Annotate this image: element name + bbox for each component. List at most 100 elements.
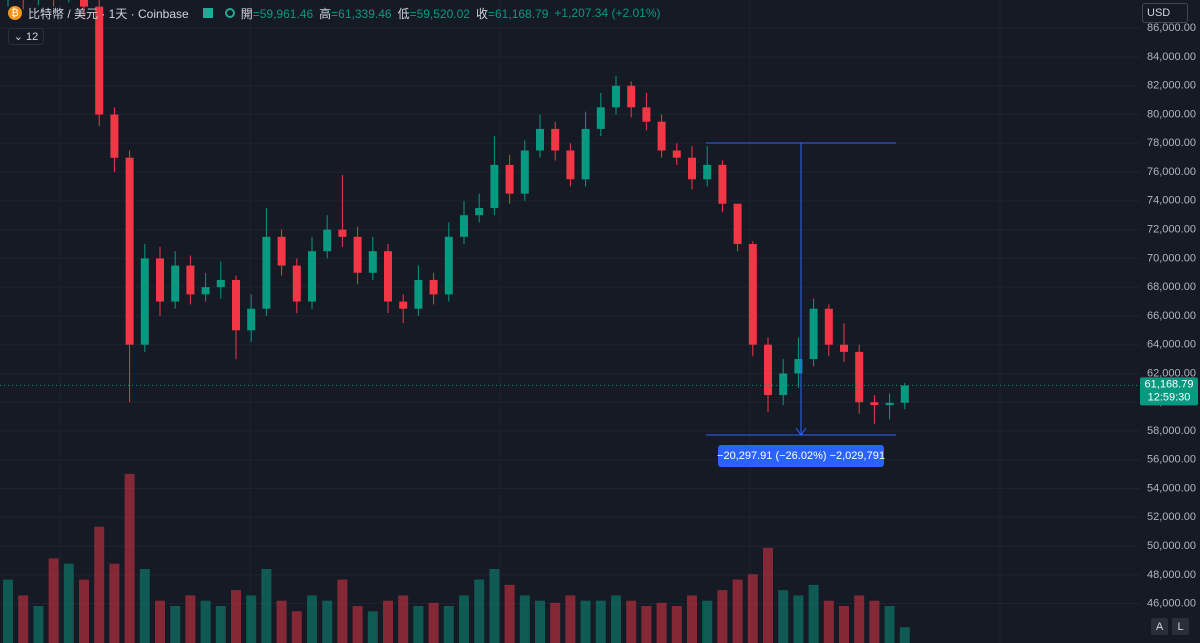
candle-body [520,150,529,194]
candle-body [536,128,544,151]
volume-bar [109,563,120,643]
candle-body [672,150,681,158]
ohlc: 開=59,961.46 高=61,339.46 低=59,520.02 收=61,16… [241,5,549,22]
volume-bar [459,595,469,643]
volume-bar [763,547,773,643]
ohlc-value: =59,520.02 [409,6,470,21]
symbol[interactable]: 比特幣 / 美元 · 1天 · Coinbase [28,6,189,21]
ohlc-item: 低=59,520.02 [398,5,470,22]
candle-body [764,344,772,396]
volume-bar [48,558,59,643]
candle-body [80,0,88,7]
volume-bar [884,606,895,643]
candle-body [748,243,757,345]
currency[interactable]: USD [1142,3,1188,23]
candle-body [171,265,180,302]
button-bg [1172,618,1189,635]
volume-bar [18,595,29,643]
volume-bar [307,595,317,643]
y-tick-label: 54,000.00 [1147,482,1196,494]
volume-bar [261,569,272,643]
volume-bar [322,600,333,643]
ohlc-value: =61,168.79 [488,6,549,21]
candle-body [247,308,256,331]
volume-bar [185,595,196,643]
volume-bar [732,579,743,643]
candle-body [277,236,286,266]
y-tick-label: 86,000.00 [1147,22,1196,34]
ohlc-label: 收 [475,6,488,21]
candle-body [581,128,590,180]
volume-bar [504,584,515,643]
y-tick-label: 74,000.00 [1147,195,1196,207]
candle-body [703,164,712,180]
axis-bg [1140,0,1200,643]
candle-body [460,215,468,237]
volume-bar [793,595,804,643]
volume-bar [717,590,728,643]
volume-bar [124,473,135,643]
volume-bar [687,595,697,643]
ohlc-label: 開 [240,6,253,21]
y-tick-label: 62,000.00 [1147,367,1196,379]
volume-bar [580,600,591,643]
volume-bar [170,606,181,643]
candle-body [596,107,605,129]
indicator-count: 12 [25,30,39,43]
ohlc-label: 低 [397,6,410,21]
candle-body [262,236,271,309]
volume-bar [778,590,789,643]
candle-body [414,279,423,309]
volume-bar [94,526,105,643]
volume-bar [231,590,241,643]
scale-button[interactable]: L [1172,618,1189,635]
y-tick-label: 58,000.00 [1147,425,1196,437]
ohlc-value: =59,961.46 [252,6,314,21]
candle-body [429,279,438,295]
measure-label: −20,297.91 (−26.02%) −2,029,791 [717,450,885,462]
volume-bar [352,606,363,643]
scale-button[interactable]: A [1151,618,1168,635]
candle-body [353,236,362,273]
volume-bar [823,600,834,643]
candle-body [551,128,560,151]
volume-bar [899,627,910,643]
candle-body [216,279,225,288]
y-tick-label: 56,000.00 [1147,454,1196,466]
candle-body [308,251,316,302]
candle-body [399,301,408,309]
measure-box [718,444,884,467]
candle-body [627,85,636,108]
candle-body [612,85,620,108]
y-tick-label: 52,000.00 [1147,511,1196,523]
volume-bar [839,606,849,643]
y-tick-label: 66,000.00 [1147,310,1196,322]
volume-bar [367,611,378,643]
flag[interactable] [202,8,213,18]
button-bg [1151,618,1168,635]
volume-bar [443,606,454,643]
y-tick-label: 64,000.00 [1147,339,1196,351]
indicator-toggle[interactable]: ⌄ 12 [8,28,44,45]
btc-icon: ₿ [8,6,22,20]
y-tick-label: 72,000.00 [1147,224,1196,236]
volume-bar [702,600,713,643]
volume-bar [246,595,257,643]
candle-body [156,258,164,302]
ohlc-value: =61,339.46 [331,6,392,21]
y-tick-label: 68,000.00 [1147,281,1196,293]
volume-bar [215,606,226,643]
candle-body [490,164,499,209]
candle-body [125,157,134,345]
volume-bar [535,600,545,643]
candle-body [885,402,894,406]
y-tick-label: 76,000.00 [1147,166,1196,178]
candle-body [809,308,818,360]
volume-bar [474,579,485,643]
y-tick-label: 48,000.00 [1147,569,1196,581]
volume-bar [33,606,44,643]
chevron: ⌄ [13,31,23,43]
volume-bar [155,600,165,643]
candle-body [110,114,119,158]
